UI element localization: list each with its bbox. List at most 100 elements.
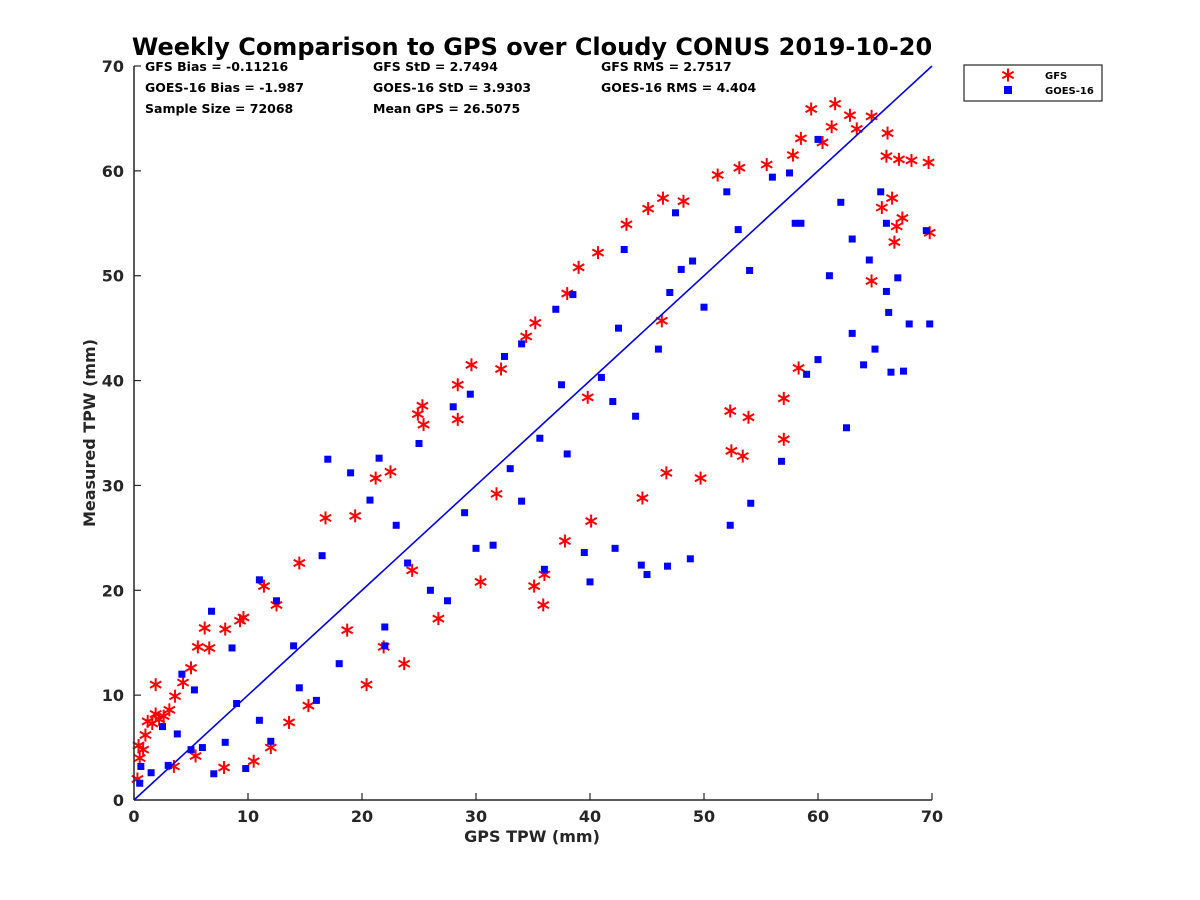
x-tick-label: 50 xyxy=(693,807,715,826)
gfs-point xyxy=(875,201,888,215)
gfs-point xyxy=(369,471,382,485)
goes16-point xyxy=(324,455,332,463)
gfs-point xyxy=(282,715,296,729)
goes16-point xyxy=(882,287,890,295)
gfs-point xyxy=(474,575,487,589)
gfs-point xyxy=(384,465,397,479)
goes16-point xyxy=(865,256,873,264)
x-tick-label: 0 xyxy=(128,807,139,826)
gfs-point xyxy=(139,728,152,742)
gfs-point xyxy=(888,235,901,249)
gfs-point xyxy=(828,97,842,111)
gfs-point xyxy=(451,378,464,392)
goes16-point xyxy=(877,188,885,196)
goes16-point xyxy=(791,219,799,227)
goes16-point xyxy=(366,496,374,504)
goes16-point xyxy=(672,209,679,217)
goes16-point xyxy=(900,367,907,375)
goes16-point xyxy=(461,509,469,517)
legend-goes16-marker xyxy=(1004,86,1012,94)
gfs-point xyxy=(417,418,430,432)
stat-goes-rms: GOES-16 RMS = 4.404 xyxy=(601,80,756,95)
gfs-point xyxy=(865,274,878,288)
gfs-point xyxy=(777,391,790,405)
gfs-point xyxy=(416,399,429,413)
goes16-point xyxy=(887,368,895,376)
legend-gfs-asterisk xyxy=(1001,68,1015,82)
goes16-point xyxy=(747,499,755,507)
goes16-point xyxy=(208,607,216,615)
y-tick-label: 0 xyxy=(113,791,124,810)
y-tick-label: 30 xyxy=(102,476,124,495)
x-tick-label: 70 xyxy=(921,807,943,826)
chart-title: Weekly Comparison to GPS over Cloudy CON… xyxy=(132,33,932,61)
one-to-one-reference-line xyxy=(133,65,933,801)
gfs-point xyxy=(642,202,655,216)
goes16-point xyxy=(392,521,400,529)
goes16-point xyxy=(643,571,651,579)
goes16-point xyxy=(295,684,303,692)
goes16-point xyxy=(444,597,451,605)
y-tick-label: 60 xyxy=(102,162,124,181)
gfs-point xyxy=(520,330,533,344)
gfs-point xyxy=(885,191,899,205)
goes16-point xyxy=(882,219,890,227)
gfs-point xyxy=(677,194,690,208)
goes16-point xyxy=(814,135,822,143)
goes16-point xyxy=(837,198,845,206)
gfs-point xyxy=(529,316,542,330)
goes16-point xyxy=(290,642,298,650)
gfs-point xyxy=(406,563,419,577)
x-tick-label: 20 xyxy=(351,807,373,826)
goes16-point xyxy=(187,746,195,754)
goes16-point xyxy=(335,660,343,668)
y-axis-label: Measured TPW (mm) xyxy=(80,339,99,527)
gfs-point xyxy=(890,219,903,233)
gfs-point xyxy=(247,754,260,768)
goes16-point xyxy=(449,403,457,411)
gfs-point xyxy=(880,149,893,163)
goes16-point xyxy=(506,465,514,473)
gfs-point xyxy=(184,661,198,675)
gfs-point xyxy=(656,191,670,205)
goes16-series xyxy=(136,135,934,787)
goes16-point xyxy=(615,324,622,332)
goes16-point xyxy=(347,469,355,477)
gfs-point xyxy=(896,211,909,225)
stat-gfs-rms: GFS RMS = 2.7517 xyxy=(601,59,732,74)
gfs-point xyxy=(636,491,649,505)
goes16-point xyxy=(173,730,181,738)
goes16-point xyxy=(686,555,694,563)
goes16-point xyxy=(489,541,497,549)
goes16-point xyxy=(609,398,617,406)
goes16-point xyxy=(620,246,628,253)
goes16-point xyxy=(726,521,734,529)
goes16-point xyxy=(848,329,856,337)
goes16-point xyxy=(885,308,893,316)
goes16-point xyxy=(178,670,186,678)
goes16-point xyxy=(637,561,645,569)
goes16-point xyxy=(768,173,776,181)
gfs-point xyxy=(558,534,572,548)
stat-mean-gps: Mean GPS = 26.5075 xyxy=(373,101,520,116)
legend-gfs-label: GFS xyxy=(1045,71,1067,82)
goes16-point xyxy=(611,544,619,552)
goes16-point xyxy=(159,723,166,731)
gfs-point xyxy=(843,108,857,122)
stat-gfs-bias: GFS Bias = -0.11216 xyxy=(145,59,288,74)
gfs-point xyxy=(825,120,838,134)
x-tick-label: 40 xyxy=(579,807,601,826)
gfs-point xyxy=(149,678,162,692)
goes16-point xyxy=(746,266,754,274)
goes16-point xyxy=(552,305,560,313)
goes16-point xyxy=(318,552,326,560)
goes16-point xyxy=(905,320,913,328)
y-ticks: 0 10 20 30 40 50 60 70 xyxy=(102,57,141,810)
gfs-point xyxy=(733,161,746,175)
goes16-point xyxy=(381,623,389,631)
goes16-point xyxy=(221,738,229,746)
legend-box xyxy=(963,64,1103,102)
goes16-point xyxy=(375,454,383,462)
x-tick-label: 30 xyxy=(465,807,487,826)
gfs-point xyxy=(198,621,211,635)
